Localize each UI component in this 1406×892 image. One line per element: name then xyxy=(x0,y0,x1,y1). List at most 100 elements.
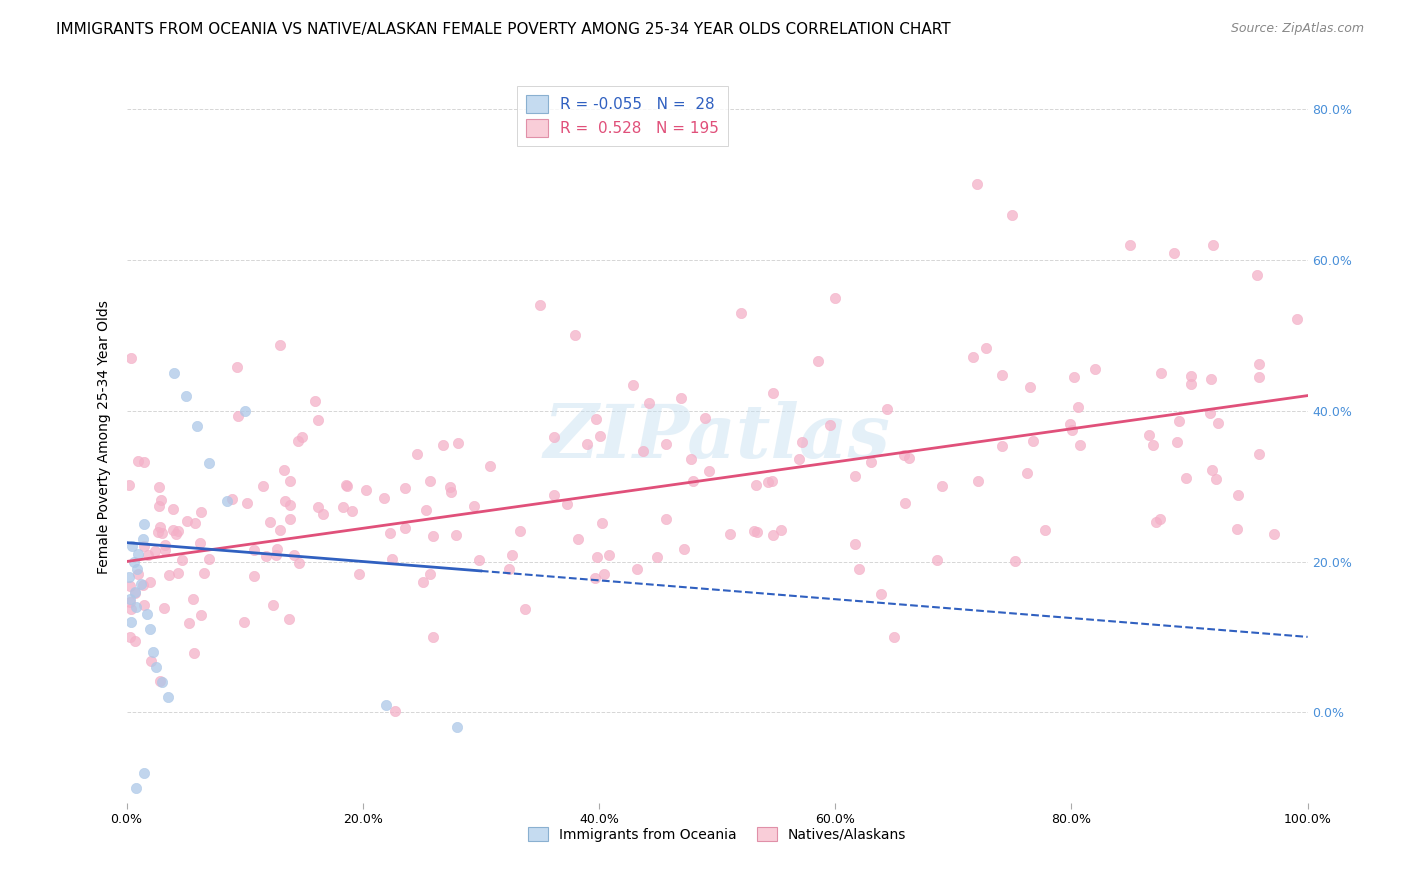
Point xyxy=(1246,268,1268,283)
Point xyxy=(236,496,259,510)
Point xyxy=(148,480,170,494)
Point xyxy=(243,569,266,583)
Point xyxy=(122,554,145,568)
Point xyxy=(167,566,190,580)
Point xyxy=(478,459,501,474)
Point xyxy=(893,496,915,510)
Point xyxy=(132,455,155,469)
Point xyxy=(422,529,444,543)
Point xyxy=(266,548,288,562)
Point xyxy=(1166,434,1188,449)
Point xyxy=(742,524,765,538)
Point xyxy=(593,566,616,581)
Point xyxy=(127,547,149,561)
Point xyxy=(543,430,565,444)
Point xyxy=(139,574,162,589)
Point xyxy=(291,429,314,443)
Point xyxy=(745,525,768,540)
Point xyxy=(157,568,180,582)
Point xyxy=(583,571,606,585)
Point xyxy=(1202,237,1225,252)
Point xyxy=(761,385,783,400)
Point xyxy=(844,469,866,483)
Point xyxy=(127,454,149,468)
Point xyxy=(555,497,578,511)
Point xyxy=(177,616,200,631)
Point xyxy=(163,366,186,380)
Point xyxy=(153,538,176,552)
Point xyxy=(269,338,291,352)
Point xyxy=(120,595,142,609)
Point xyxy=(342,504,364,518)
Point xyxy=(1119,237,1142,252)
Point xyxy=(1069,438,1091,452)
Text: Source: ZipAtlas.com: Source: ZipAtlas.com xyxy=(1230,22,1364,36)
Point xyxy=(1180,376,1202,391)
Point xyxy=(432,438,454,452)
Point xyxy=(745,478,768,492)
Point xyxy=(252,478,274,492)
Point xyxy=(682,475,704,489)
Point xyxy=(347,566,370,581)
Point xyxy=(273,493,295,508)
Point xyxy=(967,474,990,488)
Point xyxy=(529,298,551,312)
Point xyxy=(283,548,305,562)
Point xyxy=(148,499,170,513)
Point xyxy=(221,491,243,506)
Point xyxy=(1084,361,1107,376)
Point xyxy=(440,485,463,500)
Point xyxy=(394,481,416,495)
Point xyxy=(515,602,537,616)
Point xyxy=(141,645,163,659)
Point xyxy=(127,566,149,581)
Point xyxy=(870,587,893,601)
Point xyxy=(141,654,163,668)
Point xyxy=(381,552,404,566)
Point xyxy=(1059,417,1081,431)
Point xyxy=(145,660,167,674)
Point xyxy=(1137,427,1160,442)
Point xyxy=(509,524,531,539)
Point xyxy=(1226,488,1249,502)
Point xyxy=(307,500,329,514)
Point xyxy=(1144,515,1167,529)
Point xyxy=(183,591,205,606)
Point xyxy=(762,528,785,542)
Point xyxy=(585,412,607,426)
Point xyxy=(444,528,467,542)
Point xyxy=(287,434,309,449)
Point xyxy=(174,389,197,403)
Point xyxy=(332,500,354,514)
Point xyxy=(120,592,142,607)
Point xyxy=(280,498,302,512)
Point xyxy=(591,516,613,531)
Point xyxy=(962,350,984,364)
Point xyxy=(277,612,299,626)
Point xyxy=(155,543,177,558)
Point xyxy=(1206,417,1229,431)
Point xyxy=(1017,467,1039,481)
Point xyxy=(769,524,792,538)
Point xyxy=(419,566,441,581)
Y-axis label: Female Poverty Among 25-34 Year Olds: Female Poverty Among 25-34 Year Olds xyxy=(97,300,111,574)
Point xyxy=(336,479,359,493)
Point xyxy=(893,449,915,463)
Point xyxy=(124,584,146,599)
Point xyxy=(124,586,146,600)
Point xyxy=(335,478,357,492)
Point xyxy=(162,502,184,516)
Point xyxy=(1198,406,1220,420)
Point xyxy=(898,450,921,465)
Point xyxy=(883,630,905,644)
Point xyxy=(626,562,648,576)
Point xyxy=(176,514,198,528)
Point xyxy=(718,527,741,541)
Point xyxy=(124,633,146,648)
Point xyxy=(859,455,882,469)
Point xyxy=(422,630,444,644)
Point xyxy=(190,608,212,623)
Point xyxy=(188,536,211,550)
Point xyxy=(311,507,333,521)
Point xyxy=(120,351,142,365)
